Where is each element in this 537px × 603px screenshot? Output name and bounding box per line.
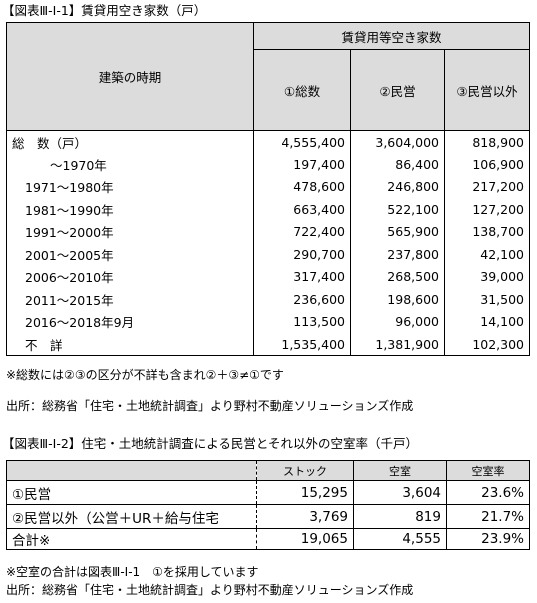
total-cell: 113,500 — [253, 310, 351, 333]
vacant-column-header: 空室 — [353, 460, 447, 481]
vacant-cell: 4,555 — [353, 528, 447, 550]
private-cell: 96,000 — [350, 310, 445, 333]
row-label: ②民営以外（公営＋UR＋給与住宅 — [6, 504, 257, 529]
other-cell: 138,700 — [443, 220, 531, 243]
total-column-header: ①総数 — [253, 49, 351, 131]
table1-title: 【図表Ⅲ-Ⅰ-1】賃貸用空き家数（戸） — [2, 3, 207, 18]
row-label: 不 詳 — [6, 333, 254, 356]
stock-column-header: ストック — [256, 460, 354, 481]
total-cell: 1,535,400 — [253, 333, 351, 356]
total-cell: 722,400 — [253, 220, 351, 243]
row-label: 2006～2010年 — [6, 265, 254, 288]
other-cell: 217,200 — [443, 175, 531, 198]
row-label: 1991～2000年 — [6, 220, 254, 243]
vacant-cell: 3,604 — [353, 480, 447, 505]
private-cell: 246,800 — [350, 175, 445, 198]
table-row: ①民営 15,295 3,604 23.6% — [6, 480, 530, 505]
other-column-header: ③民営以外 — [443, 49, 531, 131]
total-cell: 317,400 — [253, 265, 351, 288]
table1-footnote: ※総数には②③の区分が不詳も含まれ②＋③≠①です — [6, 368, 284, 382]
table-row: 2011～2015年 236,600 198,600 31,500 — [6, 288, 531, 311]
private-cell: 198,600 — [350, 288, 445, 311]
table2-source: 出所：総務省「住宅・土地統計調査」より野村不動産ソリューションズ作成 — [6, 583, 414, 597]
row-label: 1981～1990年 — [6, 198, 254, 221]
row-label: 2016～2018年9月 — [6, 310, 254, 333]
other-cell: 14,100 — [443, 310, 531, 333]
stock-cell: 3,769 — [256, 504, 354, 529]
table-row: 2016～2018年9月 113,500 96,000 14,100 — [6, 310, 531, 333]
label-column-header — [6, 460, 257, 481]
private-cell: 1,381,900 — [350, 333, 445, 356]
private-column-header: ②民営 — [350, 49, 445, 131]
total-cell: 236,600 — [253, 288, 351, 311]
table1-header-row: 建築の時期 賃貸用等空き家数 — [6, 22, 531, 131]
table-row: ②民営以外（公営＋UR＋給与住宅 3,769 819 21.7% — [6, 504, 530, 529]
stock-cell: 15,295 — [256, 480, 354, 505]
other-cell: 102,300 — [443, 333, 531, 356]
table1-source: 出所：総務省「住宅・土地統計調査」より野村不動産ソリューションズ作成 — [6, 399, 414, 413]
table-row: 2006～2010年 317,400 268,500 39,000 — [6, 265, 531, 288]
row-label: ①民営 — [6, 480, 257, 505]
rate-cell: 23.6% — [446, 480, 530, 505]
private-cell: 3,604,000 — [350, 130, 445, 153]
period-column-header: 建築の時期 — [6, 22, 254, 131]
table2-header-row: ストック 空室 空室率 — [6, 460, 530, 481]
row-label: 2001～2005年 — [6, 243, 254, 266]
private-cell: 86,400 — [350, 153, 445, 176]
table-row: 1991～2000年 722,400 565,900 138,700 — [6, 220, 531, 243]
total-cell: 478,600 — [253, 175, 351, 198]
row-label: 1971～1980年 — [6, 175, 254, 198]
private-cell: 237,800 — [350, 243, 445, 266]
table-row: 総 数（戸） 4,555,400 3,604,000 818,900 — [6, 130, 531, 153]
row-label: ～1970年 — [6, 153, 254, 176]
other-cell: 31,500 — [443, 288, 531, 311]
table-row: 1971～1980年 478,600 246,800 217,200 — [6, 175, 531, 198]
total-cell: 663,400 — [253, 198, 351, 221]
other-cell: 818,900 — [443, 130, 531, 153]
rate-cell: 21.7% — [446, 504, 530, 529]
total-cell: 197,400 — [253, 153, 351, 176]
vacant-housing-table: 建築の時期 賃貸用等空き家数 ①総数 ②民営 ③民営以外 総 数（戸） 4,55… — [6, 22, 531, 356]
rate-cell: 23.9% — [446, 528, 530, 550]
other-cell: 39,000 — [443, 265, 531, 288]
table-row: 合計※ 19,065 4,555 23.9% — [6, 528, 530, 550]
other-cell: 127,200 — [443, 198, 531, 221]
vacant-cell: 819 — [353, 504, 447, 529]
table1-subheader-row: ①総数 ②民営 ③民営以外 — [7, 49, 531, 131]
other-cell: 42,100 — [443, 243, 531, 266]
table-row: 2001～2005年 290,700 237,800 42,100 — [6, 243, 531, 266]
table2-title: 【図表Ⅲ-Ⅰ-2】住宅・土地統計調査による民営とそれ以外の空室率（千戸） — [2, 436, 419, 451]
table-row: 1981～1990年 663,400 522,100 127,200 — [6, 198, 531, 221]
stock-cell: 19,065 — [256, 528, 354, 550]
group-column-header: 賃貸用等空き家数 — [252, 22, 531, 50]
table-row: ～1970年 197,400 86,400 106,900 — [6, 153, 531, 176]
private-cell: 268,500 — [350, 265, 445, 288]
row-label: 2011～2015年 — [6, 288, 254, 311]
row-label: 総 数（戸） — [6, 130, 254, 153]
private-cell: 565,900 — [350, 220, 445, 243]
private-cell: 522,100 — [350, 198, 445, 221]
table2-footnote: ※空室の合計は図表Ⅲ-Ⅰ-1 ①を採用しています — [6, 565, 259, 579]
row-label: 合計※ — [6, 528, 257, 550]
rate-column-header: 空室率 — [446, 460, 530, 481]
total-cell: 4,555,400 — [253, 130, 351, 153]
vacancy-rate-table: ストック 空室 空室率 ①民営 15,295 3,604 23.6% ②民営以外… — [6, 460, 530, 550]
other-cell: 106,900 — [443, 153, 531, 176]
table-row: 不 詳 1,535,400 1,381,900 102,300 — [6, 333, 531, 356]
total-cell: 290,700 — [253, 243, 351, 266]
